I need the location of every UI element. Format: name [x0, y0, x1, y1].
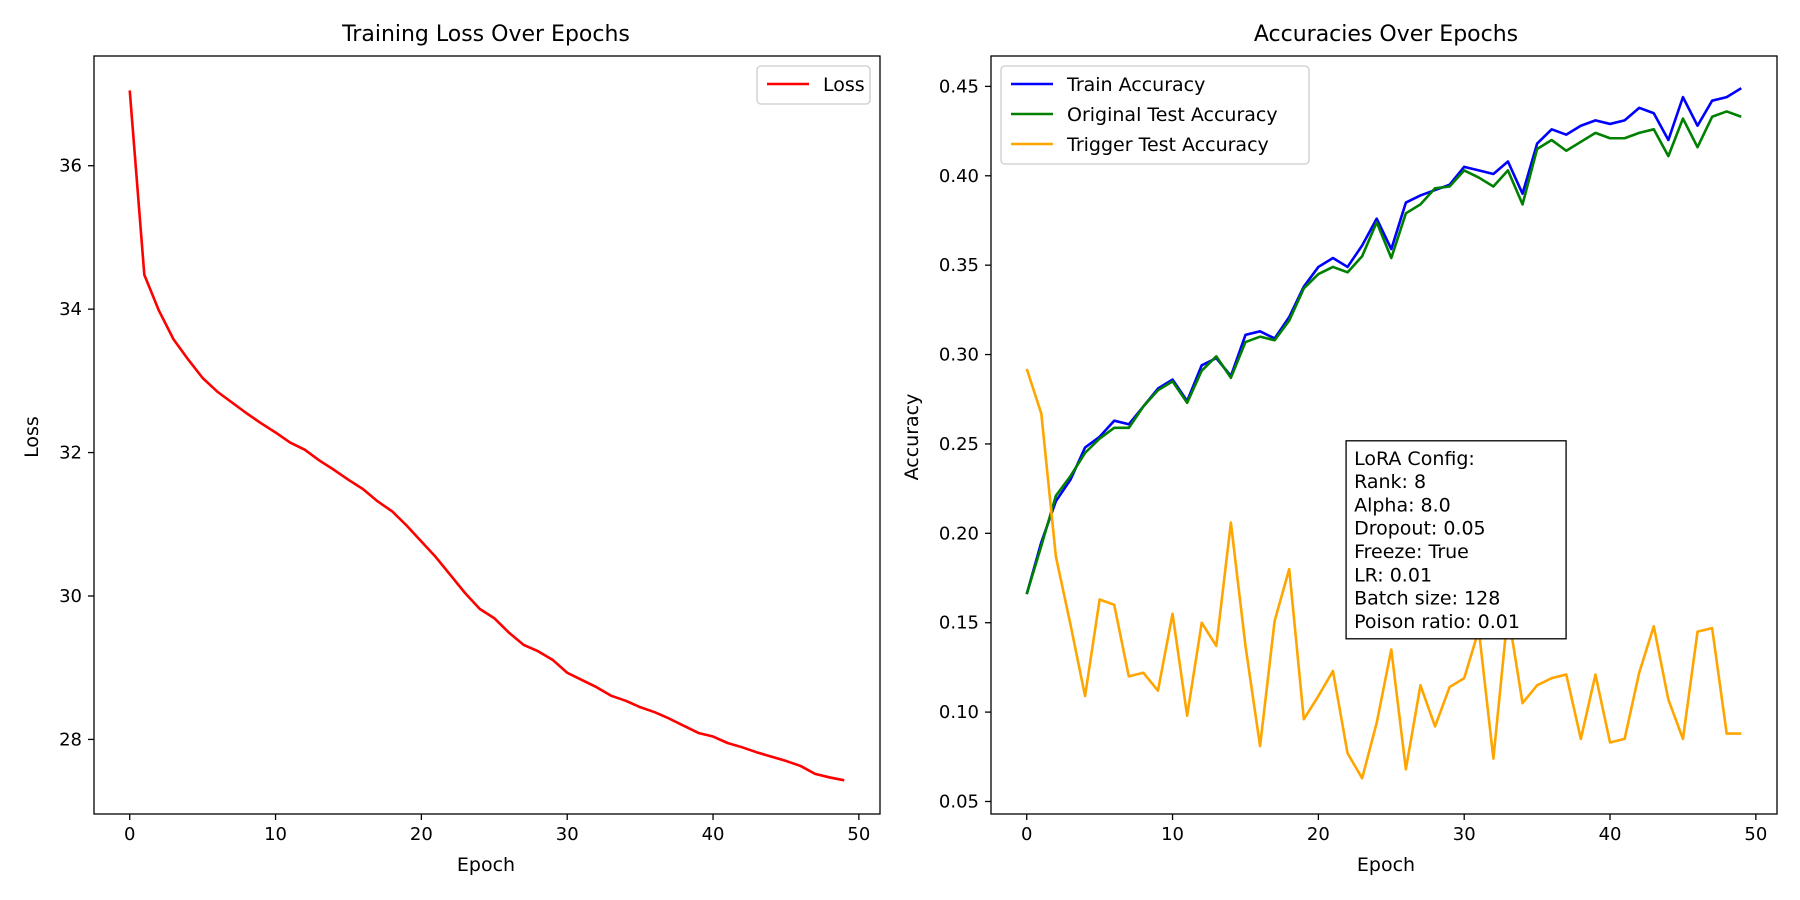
chart1-annotation-line: Poison ratio: 0.01 — [1354, 611, 1520, 633]
loss-plot-area: 0 10 20 30 40 50 28 30 32 34 36 Loss — [59, 55, 881, 845]
loss-y-axis-label: Loss — [21, 416, 43, 458]
chart1-legend-label-2: Trigger Test Accuracy — [1066, 134, 1269, 156]
accuracy-y-axis-label: Accuracy — [901, 394, 923, 481]
accuracy-plot-area: 0 10 20 30 40 50 0.05 0.10 0.15 0.20 0.25 0.30 0.35 0… — [939, 55, 1778, 845]
chart1-x-tick-label: 0 — [1021, 824, 1032, 845]
chart1-annotation-line: Batch size: 128 — [1354, 588, 1500, 610]
chart1-y-tick-label: 0.35 — [939, 255, 979, 276]
accuracy-chart: Accuracies Over Epochs 0 10 20 30 40 50 0.05 0.… — [901, 22, 1778, 876]
chart1-x-tick-label: 20 — [1307, 824, 1330, 845]
accuracy-x-axis-label: Epoch — [1357, 854, 1415, 876]
chart0-y-tick-label: 36 — [59, 156, 82, 177]
chart0-y-tick-label: 28 — [59, 729, 82, 750]
chart1-y-tick-label: 0.05 — [939, 791, 979, 812]
chart1-annotation-line: LR: 0.01 — [1354, 564, 1432, 586]
chart0-y-tick-label: 32 — [59, 443, 82, 464]
chart1-annotation-box — [1345, 440, 1567, 640]
chart1-annotation-line: Dropout: 0.05 — [1354, 518, 1486, 540]
chart1-y-tick-label: 0.15 — [939, 613, 979, 634]
chart1-y-tick-label: 0.45 — [939, 76, 979, 97]
chart1-legend-label-0: Train Accuracy — [1066, 74, 1205, 96]
loss-chart: Training Loss Over Epochs 0 10 20 30 40 50 28 3… — [21, 22, 881, 876]
chart0-x-tick-label: 0 — [124, 824, 135, 845]
chart0-axes-frame — [93, 55, 881, 815]
chart0-x-tick-label: 50 — [847, 824, 870, 845]
chart1-axes-frame — [990, 55, 1778, 815]
chart1-annotation-line: Freeze: True — [1354, 541, 1469, 563]
chart1-legend-box — [1000, 65, 1310, 165]
chart0-x-tick-label: 20 — [410, 824, 433, 845]
chart1-legend: Train Accuracy Original Test Accuracy Trig… — [1000, 65, 1310, 165]
chart1-series-line-2 — [1025, 368, 1742, 780]
chart0-legend: Loss — [756, 65, 871, 105]
chart1-x-tick-label: 40 — [1599, 824, 1622, 845]
chart1-legend-label-1: Original Test Accuracy — [1067, 104, 1278, 126]
chart1-x-tick-label: 30 — [1453, 824, 1476, 845]
chart1-series-line-1 — [1025, 110, 1742, 595]
accuracy-chart-title: Accuracies Over Epochs — [1254, 22, 1518, 47]
chart0-x-tick-label: 30 — [556, 824, 579, 845]
loss-x-axis-label: Epoch — [457, 854, 515, 876]
chart1-y-tick-label: 0.40 — [939, 166, 979, 187]
chart1-x-tick-label: 50 — [1744, 824, 1767, 845]
chart1-annotation-line: LoRA Config: — [1354, 448, 1475, 470]
chart1-y-tick-label: 0.10 — [939, 702, 979, 723]
chart0-y-tick-label: 34 — [59, 299, 82, 320]
chart1-annotation-line: Alpha: 8.0 — [1354, 494, 1451, 516]
chart1-y-tick-label: 0.20 — [939, 523, 979, 544]
chart0-x-tick-label: 40 — [702, 824, 725, 845]
chart1-annotation-line: Rank: 8 — [1354, 471, 1426, 493]
loss-chart-title: Training Loss Over Epochs — [341, 22, 630, 47]
chart1-y-tick-label: 0.30 — [939, 345, 979, 366]
chart1-x-tick-label: 10 — [1161, 824, 1184, 845]
chart0-y-tick-label: 30 — [59, 586, 82, 607]
chart1-y-tick-label: 0.25 — [939, 434, 979, 455]
chart0-legend-label-0: Loss — [823, 74, 865, 96]
chart0-series-line-0 — [128, 90, 845, 782]
chart0-x-tick-label: 10 — [264, 824, 287, 845]
chart0-legend-box — [756, 65, 871, 105]
